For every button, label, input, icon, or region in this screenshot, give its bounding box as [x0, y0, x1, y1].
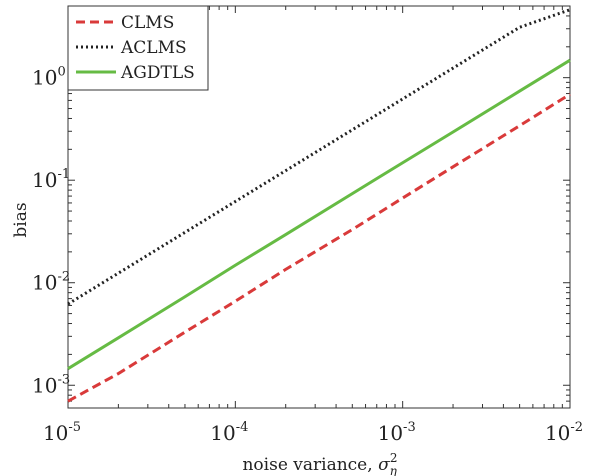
legend-label-aclms: ACLMS	[120, 38, 187, 58]
y-axis-label: bias	[11, 202, 31, 237]
x-axis-label: noise variance, ση2	[242, 451, 397, 476]
y-tick-label: 10-3	[32, 372, 70, 397]
tick-exponent: -2	[57, 270, 70, 285]
plot-frame	[67, 5, 571, 409]
x-tick-label: 10-5	[43, 420, 81, 445]
series-line-clms	[67, 92, 571, 403]
legend-label-agdtls: AGDTLS	[120, 63, 195, 83]
series-line-aclms	[67, 8, 571, 306]
series-line-agdtls	[67, 58, 571, 370]
tick-base: 10	[32, 66, 57, 90]
plot-area	[67, 5, 571, 409]
legend-label-clms: CLMS	[121, 13, 174, 33]
tick-exponent: -2	[570, 420, 583, 435]
x-tick-label: 10-4	[210, 420, 248, 445]
legend: CLMS ACLMS AGDTLS	[67, 5, 209, 91]
x-tick-labels: 10-5 10-4 10-3 10-2	[43, 420, 583, 445]
series-lines	[67, 8, 571, 403]
tick-exponent: 0	[57, 65, 65, 80]
y-tick-label: 10-1	[32, 167, 70, 192]
tick-exponent: -3	[403, 420, 416, 435]
tick-exponent: -3	[57, 372, 70, 387]
tick-exponent: -1	[57, 167, 70, 182]
tick-base: 10	[210, 421, 235, 445]
tick-exponent: -5	[68, 420, 81, 435]
tick-base: 10	[32, 373, 57, 397]
tick-base: 10	[545, 421, 570, 445]
tick-base: 10	[43, 421, 68, 445]
tick-base: 10	[32, 271, 57, 295]
y-tick-label: 100	[32, 65, 66, 90]
x-tick-label: 10-2	[545, 420, 583, 445]
y-tick-label: 10-2	[32, 270, 70, 295]
tick-base: 10	[32, 168, 57, 192]
tick-exponent: -4	[236, 420, 249, 435]
x-tick-label: 10-3	[378, 420, 416, 445]
tick-base: 10	[378, 421, 403, 445]
